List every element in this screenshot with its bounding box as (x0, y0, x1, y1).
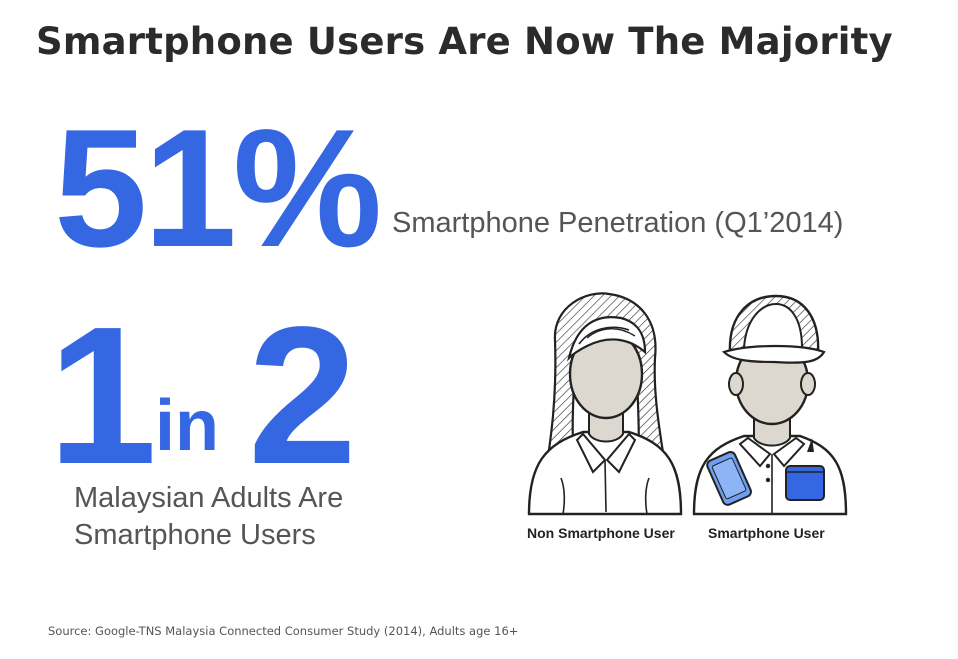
ratio-second-number: 2 (248, 286, 358, 505)
ratio-in-word: in (155, 386, 219, 466)
page-title: Smartphone Users Are Now The Majority (36, 20, 893, 63)
ratio-label-line1: Malaysian Adults Are (74, 482, 344, 514)
man-with-cap-and-phone-icon (692, 294, 848, 516)
penetration-label: Smartphone Penetration (Q1’2014) (392, 207, 844, 239)
non-smartphone-user-label: Non Smartphone User (527, 525, 675, 541)
woman-illustration-icon (527, 292, 683, 516)
source-note: Source: Google-TNS Malaysia Connected Co… (48, 624, 519, 638)
penetration-value: 51% (54, 94, 382, 282)
ratio-label-line2: Smartphone Users (74, 519, 316, 551)
smartphone-user-label: Smartphone User (708, 525, 825, 541)
ratio-label: Malaysian Adults Are Smartphone Users (74, 480, 343, 554)
ratio-first-number: 1 (48, 286, 158, 505)
